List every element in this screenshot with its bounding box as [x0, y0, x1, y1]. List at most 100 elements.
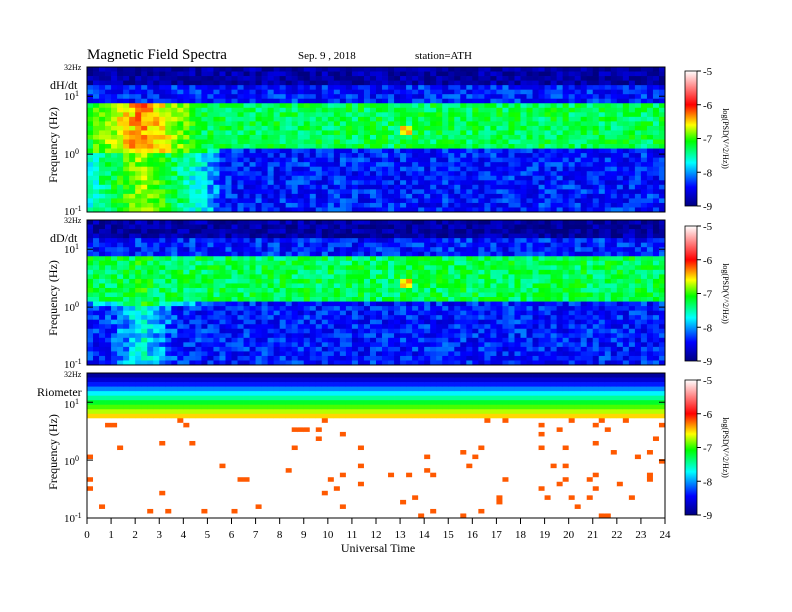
- heatmap-cell: [291, 71, 299, 77]
- heatmap-cell: [165, 162, 172, 168]
- heatmap-cell: [255, 306, 262, 312]
- heatmap-cell: [159, 76, 166, 81]
- heatmap-cell: [388, 189, 395, 195]
- heatmap-cell: [418, 242, 425, 248]
- heatmap-cell: [478, 184, 485, 190]
- heatmap-cell: [105, 94, 112, 100]
- heatmap-cell: [159, 315, 166, 321]
- heatmap-cell: [508, 80, 515, 86]
- heatmap-cell: [267, 198, 275, 204]
- heatmap-cell: [586, 103, 594, 109]
- heatmap-cell: [406, 198, 413, 204]
- heatmap-cell: [333, 351, 341, 357]
- heatmap-cell: [376, 67, 383, 72]
- heatmap-cell: [147, 121, 154, 127]
- heatmap-cell: [640, 89, 648, 95]
- heatmap-cell: [430, 157, 437, 163]
- heatmap-cell: [87, 260, 94, 266]
- heatmap-cell: [279, 157, 287, 163]
- heatmap-cell: [291, 130, 299, 136]
- heatmap-cell: [436, 342, 443, 348]
- heatmap-cell: [327, 144, 335, 149]
- heatmap-cell: [201, 333, 208, 339]
- heatmap-cell: [376, 292, 383, 298]
- heatmap-cell: [382, 153, 389, 159]
- heatmap-cell: [357, 233, 365, 239]
- heatmap-cell: [351, 337, 359, 343]
- heatmap-cell: [183, 287, 190, 293]
- heatmap-cell: [418, 85, 425, 91]
- heatmap-cell: [111, 85, 118, 91]
- heatmap-cell: [388, 238, 395, 244]
- heatmap-cell: [195, 103, 202, 109]
- heatmap-cell: [279, 328, 287, 334]
- heatmap-cell: [315, 171, 323, 177]
- heatmap-cell: [460, 207, 467, 213]
- heatmap-cell: [616, 121, 624, 127]
- heatmap-cell: [388, 328, 395, 334]
- heatmap-cell: [640, 148, 648, 154]
- heatmap-cell: [267, 319, 275, 325]
- heatmap-cell: [147, 328, 154, 334]
- heatmap-cell: [406, 242, 413, 248]
- heatmap-cell: [93, 184, 100, 190]
- heatmap-cell: [658, 189, 666, 195]
- heatmap-cell: [225, 233, 232, 239]
- heatmap-cell: [369, 107, 377, 113]
- heatmap-cell: [610, 71, 618, 77]
- heatmap-cell: [105, 175, 112, 181]
- heatmap-cell: [105, 107, 112, 113]
- heatmap-cell: [99, 301, 106, 307]
- heatmap-cell: [207, 238, 214, 244]
- heatmap-cell: [213, 337, 220, 343]
- heatmap-cell: [628, 67, 636, 72]
- heatmap-cell: [376, 166, 383, 172]
- heatmap-cell: [376, 351, 383, 357]
- heatmap-cell: [279, 162, 287, 168]
- heatmap-cell: [363, 121, 371, 127]
- heatmap-cell: [598, 193, 606, 199]
- heatmap-cell: [394, 144, 401, 149]
- heatmap-cell: [418, 238, 425, 244]
- heatmap-cell: [357, 229, 365, 234]
- heatmap-cell: [406, 180, 413, 186]
- heatmap-cell: [508, 139, 515, 145]
- heatmap-cell: [508, 67, 515, 72]
- heatmap-cell: [201, 315, 208, 321]
- heatmap-cell: [574, 189, 582, 195]
- heatmap-cell: [273, 130, 281, 136]
- heatmap-cell: [442, 283, 449, 289]
- heatmap-cell: [376, 247, 383, 253]
- heatmap-cell: [562, 67, 570, 72]
- heatmap-cell: [231, 180, 238, 186]
- heatmap-cell: [261, 274, 269, 280]
- heatmap-cell: [610, 184, 618, 190]
- heatmap-cell: [628, 112, 636, 118]
- heatmap-cell: [454, 198, 461, 204]
- heatmap-cell: [574, 116, 582, 122]
- heatmap-cell: [574, 207, 582, 213]
- heatmap-cell: [333, 144, 341, 149]
- heatmap-cell: [472, 125, 479, 131]
- heatmap-cell: [249, 319, 256, 325]
- heatmap-cell: [189, 125, 196, 131]
- heatmap-cell: [351, 153, 359, 159]
- heatmap-cell: [207, 333, 214, 339]
- heatmap-cell: [111, 207, 118, 213]
- heatmap-cell: [111, 301, 118, 307]
- heatmap-cell: [273, 346, 281, 352]
- heatmap-cell: [574, 144, 582, 149]
- heatmap-cell: [622, 134, 630, 140]
- heatmap-cell: [135, 130, 142, 136]
- heatmap-cell: [231, 130, 238, 136]
- heatmap-cell: [616, 175, 624, 181]
- heatmap-cell: [147, 229, 154, 234]
- heatmap-cell: [604, 166, 612, 172]
- heatmap-cell: [87, 112, 94, 118]
- heatmap-cell: [448, 198, 455, 204]
- heatmap-cell: [460, 166, 467, 172]
- heatmap-cell: [484, 71, 491, 77]
- heatmap-cell: [502, 103, 509, 109]
- heatmap-cell: [339, 193, 347, 199]
- heatmap-cell: [243, 292, 250, 298]
